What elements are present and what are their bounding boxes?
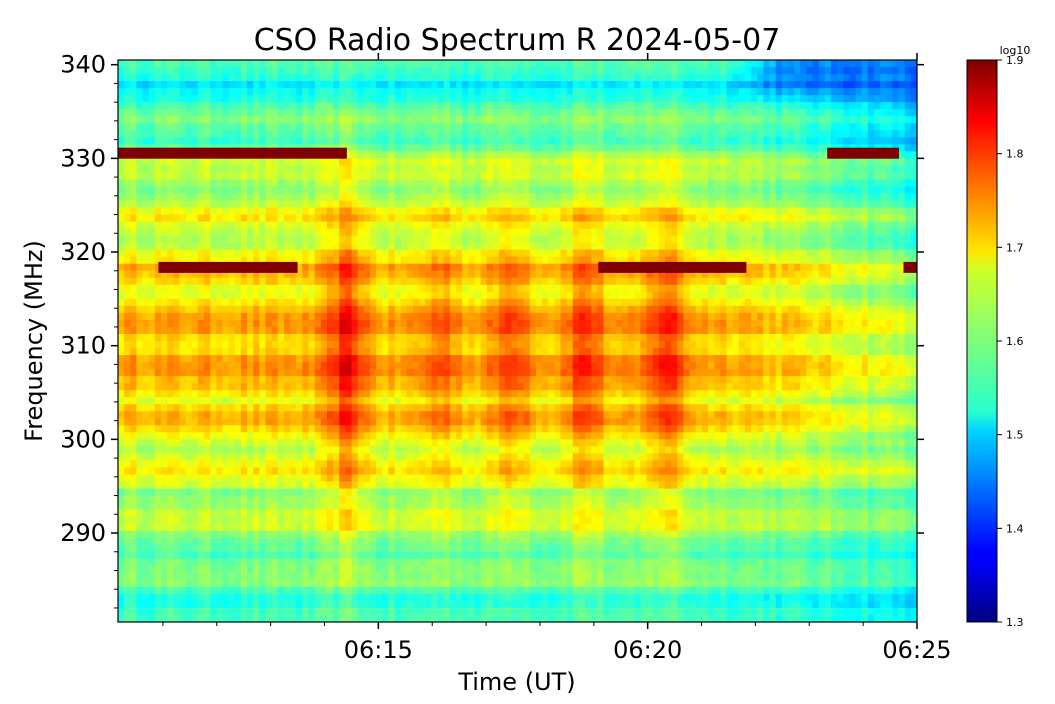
y-tick-label: 310 — [60, 332, 106, 360]
colorbar-tick-label: 1.3 — [1006, 616, 1024, 629]
colorbar-tick-label: 1.8 — [1006, 148, 1024, 161]
colorbar-tick-label: 1.4 — [1006, 522, 1024, 535]
colorbar-tick-label: 1.5 — [1006, 429, 1024, 442]
colorbar-label: log10 — [1000, 44, 1031, 57]
saturated-band — [598, 261, 747, 273]
colorbar-gradient — [966, 59, 998, 623]
x-axis: 06:15 06:20 06:25 — [162, 53, 952, 664]
colorbar-ticks: 1.3 1.4 1.5 1.6 1.7 1.8 1.9 — [997, 54, 1024, 629]
y-tick-label: 330 — [60, 144, 106, 172]
x-tick-label: 06:20 — [613, 636, 682, 664]
colorbar: log10 1.3 1.4 1.5 1.6 1.7 1.8 1.9 — [966, 44, 1031, 629]
x-tick-label: 06:15 — [344, 636, 413, 664]
colorbar-tick-label: 1.6 — [1006, 335, 1024, 348]
spectrum-features — [118, 147, 917, 273]
colorbar-tick-label: 1.9 — [1006, 54, 1024, 67]
colorbar-tick-label: 1.7 — [1006, 241, 1024, 254]
saturated-band — [827, 147, 899, 159]
y-tick-label: 340 — [60, 51, 106, 79]
plot-frame — [117, 59, 918, 623]
y-axis: 290 300 310 320 330 340 — [60, 51, 924, 609]
y-tick-label: 300 — [60, 425, 106, 453]
y-tick-label: 320 — [60, 238, 106, 266]
spectrum-heatmap — [118, 60, 917, 622]
saturated-band — [118, 147, 347, 159]
x-axis-label: Time (UT) — [457, 668, 575, 696]
saturated-band — [903, 261, 917, 273]
chart-title: CSO Radio Spectrum R 2024-05-07 — [254, 23, 781, 58]
saturated-band — [158, 261, 298, 273]
y-tick-label: 290 — [60, 519, 106, 547]
y-axis-label: Frequency (MHz) — [20, 240, 48, 442]
x-tick-label: 06:25 — [882, 636, 951, 664]
